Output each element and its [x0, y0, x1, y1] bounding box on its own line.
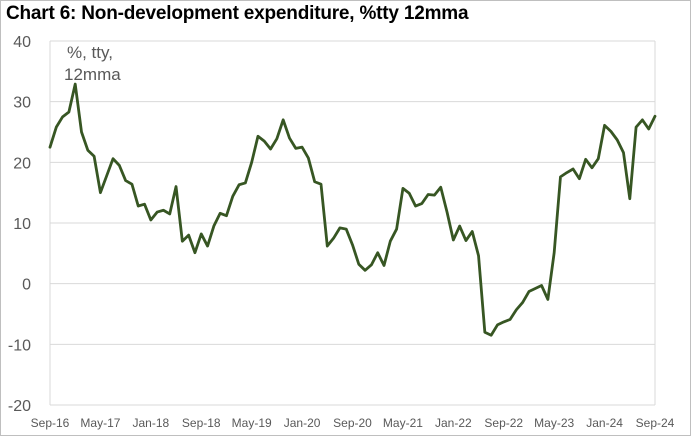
x-tick-label: Sep-20	[333, 416, 372, 430]
x-tick-label: Jan-22	[435, 416, 472, 430]
x-tick-label: Sep-22	[484, 416, 523, 430]
series-line	[48, 82, 657, 337]
x-tick-label: Jan-20	[284, 416, 321, 430]
y-tick-label: 40	[13, 34, 31, 51]
annotation-line-2: 12mma	[64, 65, 121, 84]
x-tick-label: May-21	[383, 416, 423, 430]
x-axis-ticks: Sep-16 May-17 Jan-18 Sep-18 May-19 Jan-20 Sep-…	[31, 416, 675, 430]
x-tick-label: May-17	[80, 416, 120, 430]
x-tick-label: May-19	[232, 416, 272, 430]
x-tick-label: Sep-18	[182, 416, 221, 430]
y-axis-ticks: 40 30 20 10 0 -10 -20	[8, 34, 31, 415]
y-tick-label: -20	[8, 398, 31, 415]
x-tick-label: May-23	[534, 416, 574, 430]
x-tick-label: Sep-16	[31, 416, 70, 430]
y-tick-label: -10	[8, 337, 31, 354]
annotation-line-1: %, tty,	[67, 43, 113, 62]
gridlines	[49, 40, 656, 406]
y-tick-label: 0	[22, 277, 31, 294]
x-tick-label: Jan-18	[132, 416, 169, 430]
chart-title: Chart 6: Non-development expenditure, %t…	[6, 3, 469, 24]
x-tick-label: Sep-24	[636, 416, 675, 430]
y-tick-label: 30	[13, 95, 31, 112]
x-tick-label: Jan-24	[586, 416, 623, 430]
y-tick-label: 20	[13, 155, 31, 172]
y-tick-label: 10	[13, 216, 31, 233]
